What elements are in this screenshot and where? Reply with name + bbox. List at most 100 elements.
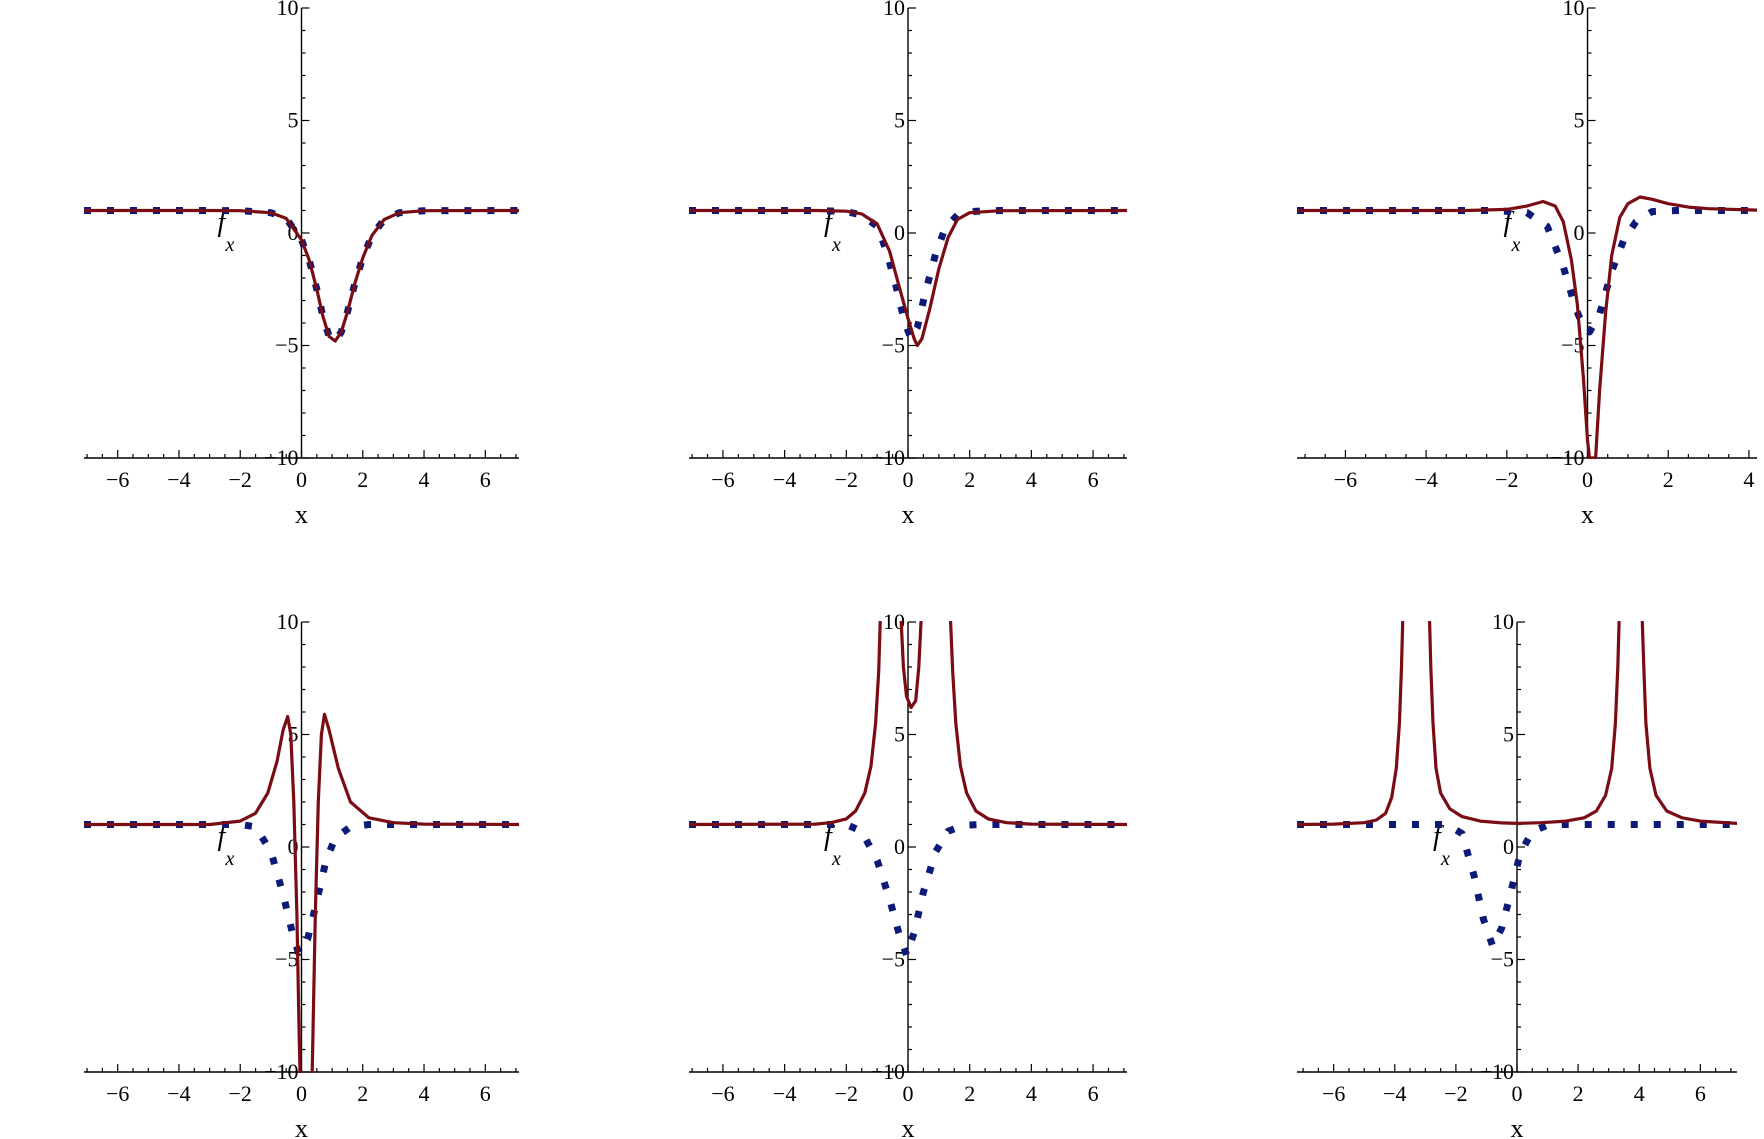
x-tick-label: 2 — [357, 1081, 368, 1106]
solid-series-line — [1428, 621, 1621, 825]
x-axis-title: x — [1511, 1114, 1524, 1139]
x-tick-label: −4 — [1414, 467, 1437, 492]
y-tick-label: 0 — [288, 834, 299, 859]
y-axis-title: f — [1504, 207, 1515, 238]
y-axis-title-subscript: x — [1511, 234, 1521, 256]
x-tick-label: −2 — [835, 1081, 858, 1106]
x-tick-label: 2 — [964, 1081, 975, 1106]
y-tick-label: 10 — [883, 609, 905, 634]
x-tick-label: −2 — [1444, 1081, 1467, 1106]
y-tick-label: 5 — [1574, 108, 1585, 133]
y-tick-label: −10 — [264, 1059, 298, 1084]
solid-series-line — [84, 714, 302, 1073]
x-tick-label: 4 — [1026, 467, 1037, 492]
y-tick-label: −5 — [882, 333, 905, 358]
y-tick-label: −5 — [882, 947, 905, 972]
solid-series-line — [689, 208, 1127, 348]
y-axis-title: f — [218, 821, 229, 852]
x-tick-label: −4 — [1383, 1081, 1406, 1106]
x-tick-label: 6 — [480, 467, 491, 492]
x-tick-label: 4 — [419, 467, 430, 492]
x-tick-label: 6 — [1088, 467, 1099, 492]
x-tick-label: −4 — [167, 1081, 190, 1106]
x-tick-label: −4 — [167, 467, 190, 492]
dotted-series-line — [1297, 207, 1757, 336]
x-tick-label: −2 — [229, 1081, 252, 1106]
x-tick-label: 2 — [1663, 467, 1674, 492]
x-tick-label: −4 — [773, 1081, 796, 1106]
x-tick-label: −6 — [106, 1081, 129, 1106]
x-tick-label: 4 — [1026, 1081, 1037, 1106]
y-tick-label: 0 — [1574, 220, 1585, 245]
y-tick-label: −10 — [1480, 1059, 1514, 1084]
solid-series-line — [1640, 621, 1737, 825]
x-tick-label: −2 — [1495, 467, 1518, 492]
y-axis-title: f — [824, 821, 835, 852]
y-axis-title: f — [824, 207, 835, 238]
y-axis-title: f — [218, 207, 229, 238]
solid-series-line — [310, 712, 519, 1073]
y-tick-label: −10 — [264, 445, 298, 470]
x-tick-label: 0 — [296, 1081, 307, 1106]
x-tick-label: 0 — [296, 467, 307, 492]
x-tick-label: −2 — [835, 467, 858, 492]
x-tick-label: 6 — [1695, 1081, 1706, 1106]
y-axis-title-subscript: x — [225, 848, 235, 870]
x-tick-label: 2 — [964, 467, 975, 492]
y-axis-title-subscript: x — [225, 234, 235, 256]
y-tick-label: 10 — [1563, 0, 1585, 20]
x-tick-label: 6 — [1088, 1081, 1099, 1106]
x-axis-title: x — [295, 500, 308, 529]
x-tick-label: 0 — [1512, 1081, 1523, 1106]
dotted-series-line — [84, 821, 519, 957]
x-tick-label: 0 — [903, 1081, 914, 1106]
y-tick-label: 0 — [288, 220, 299, 245]
x-axis-title: x — [902, 500, 915, 529]
y-tick-label: 10 — [883, 0, 905, 20]
x-tick-label: 2 — [1573, 1081, 1584, 1106]
x-tick-label: 0 — [1582, 467, 1593, 492]
x-tick-label: 2 — [357, 467, 368, 492]
x-axis-title: x — [1581, 500, 1594, 529]
x-tick-label: −6 — [711, 467, 734, 492]
x-tick-label: 0 — [903, 467, 914, 492]
x-tick-label: 4 — [419, 1081, 430, 1106]
y-tick-label: −5 — [275, 947, 298, 972]
solid-series-line — [1297, 195, 1757, 459]
x-axis-title: x — [902, 1114, 915, 1139]
y-tick-label: 5 — [894, 108, 905, 133]
solid-series-line — [949, 621, 1127, 827]
y-axis-title-subscript: x — [1440, 848, 1450, 870]
solid-series-line — [1297, 621, 1405, 827]
solid-series-line — [689, 621, 882, 827]
x-tick-label: −6 — [1322, 1081, 1345, 1106]
y-tick-label: 10 — [277, 0, 299, 20]
x-tick-label: −6 — [1334, 467, 1357, 492]
x-axis-title: x — [295, 1114, 308, 1139]
solid-series-line — [84, 208, 519, 343]
x-tick-label: −4 — [773, 467, 796, 492]
y-tick-label: 5 — [288, 722, 299, 747]
dotted-series-line — [1297, 821, 1737, 950]
y-axis-title-subscript: x — [831, 234, 841, 256]
y-tick-label: −10 — [1550, 445, 1584, 470]
y-axis-title: f — [1433, 821, 1444, 852]
y-tick-label: 5 — [894, 722, 905, 747]
y-tick-label: 10 — [277, 609, 299, 634]
y-tick-label: 10 — [1492, 609, 1514, 634]
x-tick-label: 6 — [480, 1081, 491, 1106]
y-tick-label: −5 — [275, 333, 298, 358]
x-tick-label: −6 — [106, 467, 129, 492]
y-tick-label: 5 — [288, 108, 299, 133]
x-tick-label: −6 — [711, 1081, 734, 1106]
y-tick-label: 0 — [894, 220, 905, 245]
y-tick-label: 0 — [1503, 834, 1514, 859]
x-tick-label: 4 — [1634, 1081, 1645, 1106]
